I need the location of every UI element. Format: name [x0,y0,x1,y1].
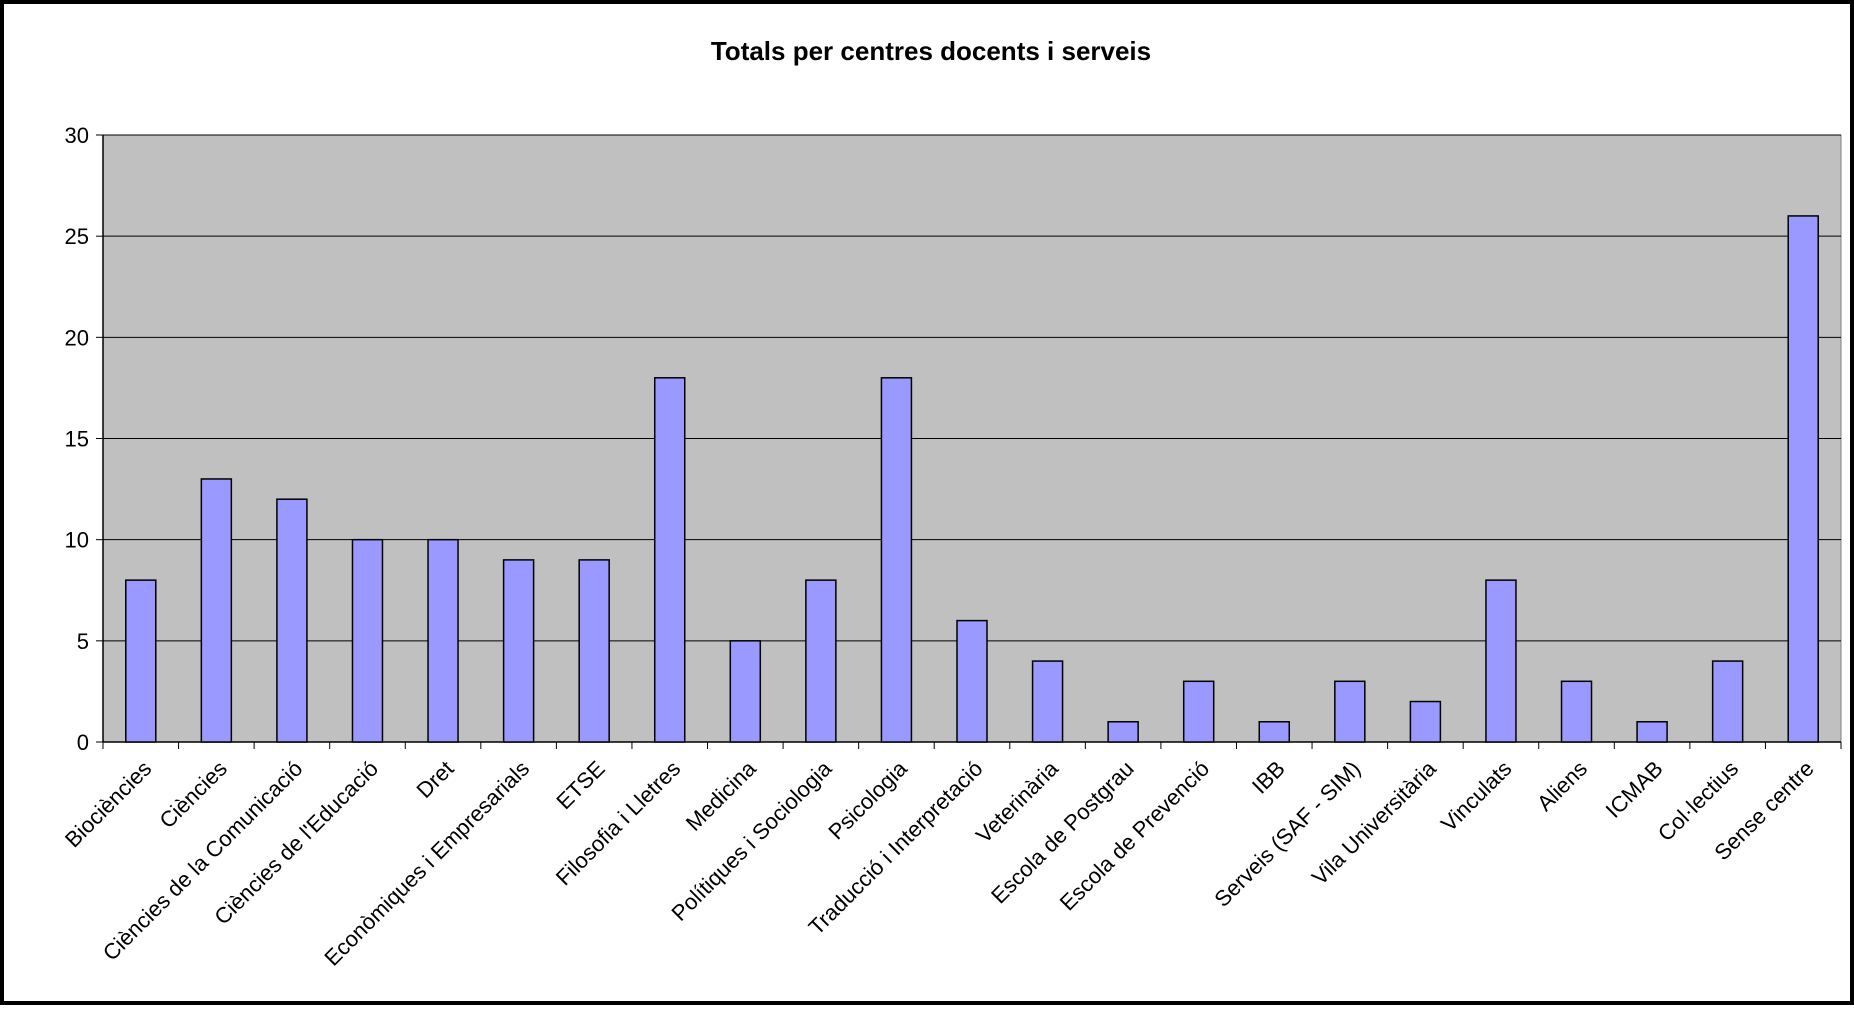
x-category-label: ICMAB [1601,756,1668,823]
bar[interactable] [1182,680,1215,743]
bar[interactable] [125,579,157,743]
bar[interactable] [351,538,384,743]
bar[interactable] [1787,215,1819,743]
bar[interactable] [1031,660,1064,743]
bar[interactable] [200,478,233,743]
x-category-label: Escola de Postgrau [986,756,1139,909]
bar[interactable] [1636,721,1668,743]
bar[interactable] [653,377,686,743]
bar[interactable] [729,640,762,743]
plot-area: 051015202530BiociènciesCiènciesCiències … [60,123,1842,971]
y-tick-label: 15 [65,427,89,452]
bar[interactable] [1485,579,1517,743]
bar[interactable] [1409,700,1442,743]
x-category-label: ETSE [551,756,609,814]
bar[interactable] [805,579,837,743]
x-category-label: Medicina [681,755,761,835]
y-tick-label: 10 [65,528,89,553]
x-category-label: IBB [1247,756,1290,799]
bar[interactable] [1107,721,1139,743]
bar[interactable] [427,538,459,743]
bar[interactable] [1334,680,1366,743]
y-tick-label: 0 [77,730,89,755]
x-category-label: Serveis (SAF - SIM) [1209,756,1365,912]
x-category-label: Vinculats [1436,756,1517,837]
x-category-label: Escola de Prevenció [1055,756,1214,915]
y-tick-label: 5 [77,629,89,654]
bar[interactable] [880,377,913,743]
bar[interactable] [1258,721,1291,743]
bar[interactable] [502,559,535,743]
y-tick-label: 20 [65,325,89,350]
chart-title: Totals per centres docents i serveis [711,36,1151,66]
y-tick-label: 30 [65,123,89,148]
y-tick-label: 25 [65,224,89,249]
chart-canvas: Totals per centres docents i serveis 0 5 1… [60,36,1842,971]
x-category-label: Aliens [1532,756,1592,816]
bar[interactable] [276,498,308,743]
x-category-label: Ciències [155,756,232,833]
bar[interactable] [1560,680,1593,743]
x-category-label: Biociències [60,756,156,852]
bar[interactable] [1711,660,1744,743]
bar[interactable] [956,619,988,743]
bar[interactable] [578,559,610,743]
x-category-label: Dret [412,756,459,803]
